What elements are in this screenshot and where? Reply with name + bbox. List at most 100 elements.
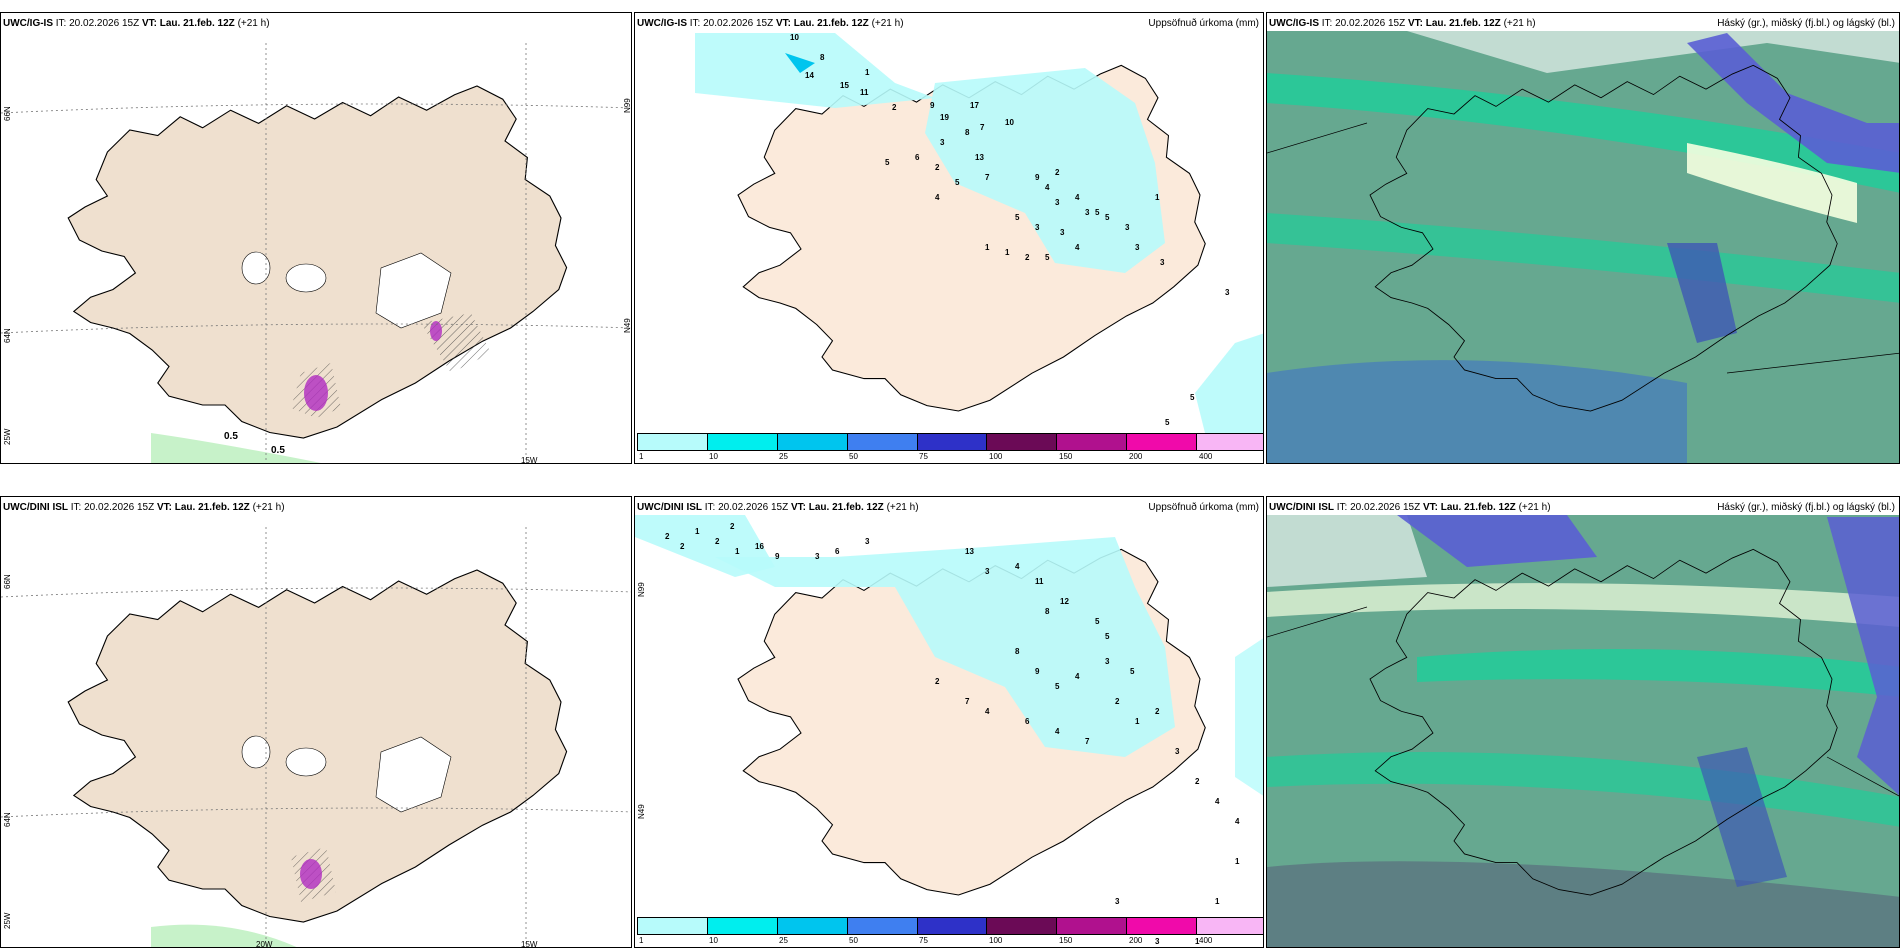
precip-point-label: 2: [680, 542, 685, 551]
colorbar-tick-label: 150: [1059, 936, 1073, 945]
precip-point-label: 2: [665, 532, 670, 541]
colorbar-tick-label: 75: [919, 936, 928, 945]
precip-point-label: 2: [1155, 707, 1160, 716]
precip-point-label: 3: [1135, 243, 1140, 252]
lon-label: 25W: [3, 912, 12, 929]
colorbar-tick-label: 400: [1199, 452, 1213, 461]
cloud-map-canvas: [1267, 31, 1899, 463]
colorbar-tick-label: 75: [919, 452, 928, 461]
colorbar-ticks: 1 10 25 50 75 100 150 200 400: [637, 452, 1263, 463]
colorbar-swatch: [638, 434, 708, 450]
precip-point-label: 1: [735, 547, 740, 556]
precip-point-label: 2: [1055, 168, 1060, 177]
precip-map-panel-dini: UWC/DINI ISL IT: 20.02.2026 15Z VT: Lau.…: [634, 496, 1264, 948]
precip-point-label: 4: [1055, 727, 1060, 736]
colorbar-tick-label: 25: [779, 936, 788, 945]
precip-point-label: 3: [865, 537, 870, 546]
colorbar-swatch: [917, 434, 988, 450]
precip-point-label: 4: [1075, 193, 1080, 202]
precip-point-label: 4: [1045, 183, 1050, 192]
colorbar-tick-label: 25: [779, 452, 788, 461]
precip-point-label: 4: [1075, 672, 1080, 681]
precip-point-label: 8: [1015, 647, 1020, 656]
colorbar: [637, 433, 1263, 451]
colorbar-tick-label: 50: [849, 936, 858, 945]
colorbar-swatch: [1197, 434, 1263, 450]
precip-point-label: 5: [885, 158, 890, 167]
precip-point-label: 9: [930, 101, 935, 110]
precip-value-label: 0.5: [271, 445, 285, 456]
panel-title: Háský (gr.), miðský (fj.bl.) og lágský (…: [1717, 502, 1895, 513]
panel-title: Háský (gr.), miðský (fj.bl.) og lágský (…: [1717, 18, 1895, 29]
lon-label: 25W: [3, 428, 12, 445]
precip-point-label: 1: [1195, 937, 1200, 946]
colorbar-tick-label: 1: [639, 936, 644, 945]
precip-point-label: 7: [965, 697, 970, 706]
precip-point-label: 12: [1060, 597, 1069, 606]
precip-point-label: 2: [1175, 947, 1179, 948]
precip-point-label: 2: [730, 522, 735, 531]
precip-point-label: 7: [985, 173, 990, 182]
precip-point-label: 17: [970, 101, 979, 110]
panel-header: UWC/IG-IS IT: 20.02.2026 15Z VT: Lau. 21…: [3, 18, 270, 29]
lon-label: 15W: [521, 456, 538, 464]
precip-point-label: 4: [1235, 817, 1240, 826]
colorbar-swatch: [777, 434, 848, 450]
lat-label: 64N: [3, 328, 12, 343]
precip-map-canvas: [635, 515, 1263, 896]
precip-point-label: 3: [1035, 223, 1040, 232]
colorbar-swatch: [1127, 918, 1198, 934]
colorbar-tick-label: 200: [1129, 936, 1143, 945]
lat-label: N49: [637, 804, 646, 819]
precip-point-label: 1: [1155, 193, 1160, 202]
panel-title: Uppsöfnuð úrkoma (mm): [1148, 502, 1259, 513]
precip-point-label: 5: [1055, 682, 1060, 691]
colorbar-swatch: [847, 918, 918, 934]
precip-point-label: 5: [955, 178, 960, 187]
precip-point-label: 5: [1105, 213, 1110, 222]
precip-point-label: 2: [935, 677, 940, 686]
colorbar-swatch: [1127, 434, 1198, 450]
precip-point-label: 5: [1130, 667, 1135, 676]
lat-label: N99: [637, 582, 646, 597]
precip-point-label: 4: [1075, 243, 1080, 252]
wind-map-canvas: [1, 527, 631, 947]
panel-header: UWC/DINI ISL IT: 20.02.2026 15Z VT: Lau.…: [1269, 502, 1551, 513]
colorbar-swatch: [1057, 918, 1128, 934]
precip-point-label: 1: [985, 243, 990, 252]
precip-point-label: 2: [1115, 697, 1120, 706]
precip-point-label: 1: [865, 68, 870, 77]
lat-label: N49: [623, 318, 632, 333]
colorbar-swatch: [917, 918, 988, 934]
precip-point-label: 1: [1235, 857, 1240, 866]
precip-point-label: 3: [1155, 937, 1160, 946]
precip-point-label: 3: [1125, 223, 1130, 232]
colorbar-swatch: [987, 918, 1058, 934]
lat-label: N99: [623, 98, 632, 113]
precip-point-label: 7: [980, 123, 985, 132]
colorbar-swatch: [847, 434, 918, 450]
precip-point-label: 3: [1085, 208, 1090, 217]
precip-point-label: 8: [965, 128, 970, 137]
panel-title: Uppsöfnuð úrkoma (mm): [1148, 18, 1259, 29]
cloud-map-canvas: [1267, 515, 1899, 947]
colorbar: [637, 917, 1263, 935]
precip-point-label: 7: [1085, 737, 1090, 746]
precip-point-label: 5: [1095, 208, 1100, 217]
wind-map-panel-dini: UWC/DINI ISL IT: 20.02.2026 15Z VT: Lau.…: [0, 496, 632, 948]
precip-point-label: 5: [1095, 617, 1100, 626]
colorbar-swatch: [707, 918, 778, 934]
colorbar-tick-label: 10: [709, 452, 718, 461]
precip-point-label: 1: [1215, 897, 1220, 906]
precip-point-label: 16: [755, 542, 764, 551]
lat-label: 66N: [3, 574, 12, 589]
wind-map-canvas: [1, 43, 631, 463]
panel-header: UWC/DINI ISL IT: 20.02.2026 15Z VT: Lau.…: [3, 502, 285, 513]
precip-point-label: 14: [805, 71, 814, 80]
precip-point-label: 3: [1225, 288, 1230, 297]
precip-point-label: 10: [1005, 118, 1014, 127]
colorbar-tick-label: 50: [849, 452, 858, 461]
precip-point-label: 4: [985, 707, 990, 716]
precip-point-label: 8: [820, 53, 825, 62]
colorbar-swatch: [987, 434, 1058, 450]
